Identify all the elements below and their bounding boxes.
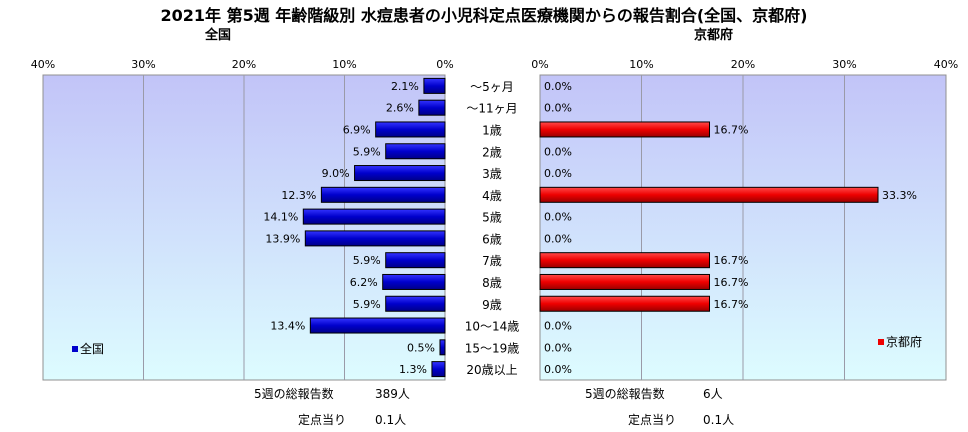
kyoto-data-label: 0.0% bbox=[544, 211, 572, 224]
age-category-label: 4歳 bbox=[482, 189, 502, 203]
age-category-label: 15～19歳 bbox=[465, 341, 520, 355]
age-category-label: 6歳 bbox=[482, 232, 502, 246]
right-tick-label: 20% bbox=[731, 58, 755, 71]
left-tick-label: 10% bbox=[332, 58, 356, 71]
japan-bar bbox=[439, 339, 446, 356]
age-category-label: 7歳 bbox=[482, 254, 502, 268]
kyoto-data-label: 33.3% bbox=[882, 189, 917, 202]
japan-bar bbox=[375, 121, 446, 138]
japan-bar bbox=[354, 165, 446, 182]
kyoto-bar bbox=[539, 121, 711, 138]
legend-swatch-kyoto bbox=[878, 339, 884, 345]
kyoto-bar bbox=[539, 295, 711, 312]
japan-data-label: 12.3% bbox=[281, 189, 316, 202]
japan-data-label: 0.5% bbox=[407, 341, 435, 354]
japan-bar bbox=[423, 77, 446, 94]
right-tick-label: 10% bbox=[629, 58, 653, 71]
kyoto-data-label: 0.0% bbox=[544, 145, 572, 158]
right-tick-label: 30% bbox=[832, 58, 856, 71]
age-category-label: 2歳 bbox=[482, 145, 502, 159]
kyoto-bar bbox=[539, 273, 711, 290]
kyoto-data-label: 0.0% bbox=[544, 363, 572, 376]
age-category-label: 9歳 bbox=[482, 298, 502, 312]
right-tick-label: 0% bbox=[531, 58, 548, 71]
japan-bar bbox=[302, 208, 446, 225]
age-category-label: ～5ヶ月 bbox=[470, 80, 514, 94]
japan-bar bbox=[385, 143, 446, 160]
age-category-label: 3歳 bbox=[482, 167, 502, 181]
age-category-label: 8歳 bbox=[482, 276, 502, 290]
japan-data-label: 5.9% bbox=[353, 298, 381, 311]
age-category-label: 1歳 bbox=[482, 123, 502, 137]
legend-label-japan: 全国 bbox=[80, 341, 104, 356]
age-category-label: 20歳以上 bbox=[466, 363, 517, 377]
kyoto-data-label: 16.7% bbox=[714, 123, 749, 136]
japan-data-label: 2.6% bbox=[386, 102, 414, 115]
legend-label-kyoto: 京都府 bbox=[886, 334, 922, 349]
kyoto-data-label: 16.7% bbox=[714, 254, 749, 267]
japan-data-label: 6.9% bbox=[343, 123, 371, 136]
legend-swatch-japan bbox=[72, 346, 78, 352]
left-tick-label: 0% bbox=[436, 58, 453, 71]
age-category-label: 10～14歳 bbox=[465, 320, 520, 334]
kyoto-bar bbox=[539, 186, 879, 203]
kyoto-data-label: 0.0% bbox=[544, 80, 572, 93]
chart-title: 2021年 第5週 年齢階級別 水痘患者の小児科定点医療機関からの報告割合(全国… bbox=[160, 6, 808, 25]
right-total-label: 5週の総報告数 bbox=[585, 387, 665, 401]
right-per-value: 0.1人 bbox=[703, 413, 735, 427]
right-tick-label: 40% bbox=[934, 58, 958, 71]
japan-bar bbox=[431, 361, 446, 378]
japan-bar bbox=[385, 252, 446, 269]
japan-data-label: 13.9% bbox=[265, 232, 300, 245]
left-tick-label: 30% bbox=[131, 58, 155, 71]
japan-bar bbox=[309, 317, 446, 334]
japan-data-label: 9.0% bbox=[322, 167, 350, 180]
kyoto-data-label: 16.7% bbox=[714, 298, 749, 311]
right-per-label: 定点当り bbox=[628, 413, 677, 427]
japan-data-label: 6.2% bbox=[350, 276, 378, 289]
age-category-label: ～11ヶ月 bbox=[466, 102, 517, 116]
left-tick-label: 40% bbox=[31, 58, 55, 71]
right-panel-subtitle: 京都府 bbox=[694, 28, 734, 43]
left-per-label: 定点当り bbox=[298, 413, 347, 427]
japan-data-label: 2.1% bbox=[391, 80, 419, 93]
left-tick-label: 20% bbox=[232, 58, 256, 71]
kyoto-data-label: 0.0% bbox=[544, 102, 572, 115]
kyoto-data-label: 16.7% bbox=[714, 276, 749, 289]
left-total-value: 389人 bbox=[375, 387, 410, 401]
kyoto-bar bbox=[539, 252, 711, 269]
japan-data-label: 14.1% bbox=[263, 211, 298, 224]
japan-bar bbox=[385, 295, 446, 312]
japan-data-label: 13.4% bbox=[270, 320, 305, 333]
japan-bar bbox=[382, 273, 446, 290]
japan-bar bbox=[320, 186, 446, 203]
left-total-label: 5週の総報告数 bbox=[254, 387, 334, 401]
kyoto-data-label: 0.0% bbox=[544, 320, 572, 333]
left-per-value: 0.1人 bbox=[375, 413, 407, 427]
left-panel-subtitle: 全国 bbox=[205, 28, 232, 43]
right-total-value: 6人 bbox=[703, 387, 723, 401]
japan-data-label: 5.9% bbox=[353, 254, 381, 267]
japan-bar bbox=[304, 230, 446, 247]
kyoto-data-label: 0.0% bbox=[544, 232, 572, 245]
age-category-label: 5歳 bbox=[482, 211, 502, 225]
kyoto-data-label: 0.0% bbox=[544, 167, 572, 180]
japan-bar bbox=[418, 99, 446, 116]
japan-data-label: 1.3% bbox=[399, 363, 427, 376]
japan-data-label: 5.9% bbox=[353, 145, 381, 158]
kyoto-data-label: 0.0% bbox=[544, 341, 572, 354]
